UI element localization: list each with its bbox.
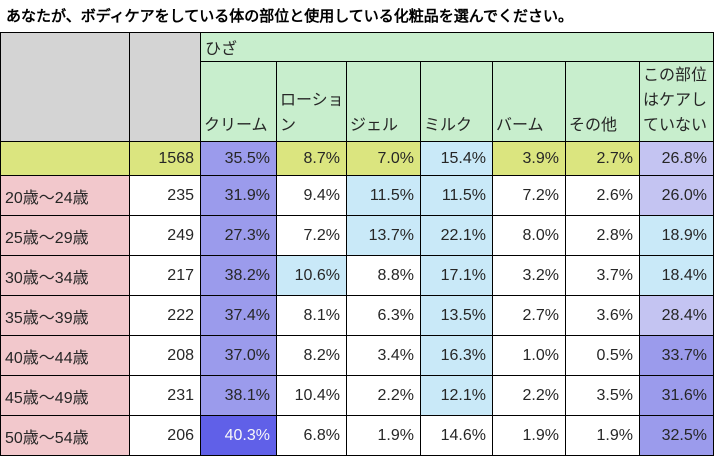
percent-cell: 3.9%: [492, 141, 566, 176]
respondent-count: 217: [129, 255, 201, 296]
percent-cell: 18.9%: [639, 215, 714, 256]
age-row-label: 25歳〜29歳: [0, 215, 130, 256]
respondent-count: 222: [129, 295, 201, 336]
age-row: 25歳〜29歳 249 27.3% 7.2% 13.7% 22.1% 8.0% 2.8% 18.…: [0, 215, 714, 256]
percent-cell: 6.8%: [276, 415, 347, 456]
crosstab-table: ひざ クリーム ローション ジェル ミルク バーム その他 この部位はケアしていない 156…: [0, 32, 714, 456]
percent-cell: 2.2%: [346, 375, 421, 416]
percent-cell: 38.2%: [200, 255, 277, 296]
percent-cell: 33.7%: [639, 335, 714, 376]
respondent-count: 235: [129, 175, 201, 216]
percent-cell: 18.4%: [639, 255, 714, 296]
age-row: 35歳〜39歳 222 37.4% 8.1% 6.3% 13.5% 2.7% 3.6% 28.4…: [0, 295, 714, 336]
percent-cell: 10.6%: [276, 255, 347, 296]
percent-cell: 37.0%: [200, 335, 277, 376]
percent-cell: 13.7%: [346, 215, 421, 256]
percent-cell: 22.1%: [420, 215, 493, 256]
percent-cell: 1.9%: [492, 415, 566, 456]
percent-cell: 1.0%: [492, 335, 566, 376]
product-header-1: クリーム: [200, 61, 277, 142]
percent-cell: 32.5%: [639, 415, 714, 456]
percent-cell: 2.7%: [565, 141, 640, 176]
percent-cell: 7.2%: [276, 215, 347, 256]
percent-cell: 3.6%: [565, 295, 640, 336]
percent-cell: 16.3%: [420, 335, 493, 376]
percent-cell: 31.6%: [639, 375, 714, 416]
part-header-row: ひざ: [0, 32, 714, 142]
percent-cell: 26.8%: [639, 141, 714, 176]
percent-cell: 37.4%: [200, 295, 277, 336]
corner-cell-label: [0, 32, 130, 142]
product-header-7: この部位はケアしていない: [639, 61, 714, 142]
percent-cell: 0.5%: [565, 335, 640, 376]
product-header-4: ミルク: [420, 61, 493, 142]
percent-cell: 1.9%: [565, 415, 640, 456]
percent-cell: 26.0%: [639, 175, 714, 216]
product-header-5: バーム: [492, 61, 566, 142]
percent-cell: 2.2%: [492, 375, 566, 416]
percent-cell: 3.7%: [565, 255, 640, 296]
age-row: 20歳〜24歳 235 31.9% 9.4% 11.5% 11.5% 7.2% 2.6% 26.…: [0, 175, 714, 216]
age-row-label: 20歳〜24歳: [0, 175, 130, 216]
respondent-count: 208: [129, 335, 201, 376]
total-row: 1568 35.5% 8.7% 7.0% 15.4% 3.9% 2.7% 26.8%: [0, 141, 714, 176]
product-header-row: クリーム ローション ジェル ミルク バーム その他 この部位はケアしていない: [1, 61, 714, 142]
body-part-header: ひざ: [200, 32, 714, 62]
percent-cell: 13.5%: [420, 295, 493, 336]
age-row-label: 40歳〜44歳: [0, 335, 130, 376]
age-row-label: 35歳〜39歳: [0, 295, 130, 336]
product-header-2: ローション: [276, 61, 347, 142]
respondent-count: 231: [129, 375, 201, 416]
percent-cell: 8.8%: [346, 255, 421, 296]
total-row-label: [0, 141, 130, 176]
percent-cell: 3.4%: [346, 335, 421, 376]
percent-cell: 28.4%: [639, 295, 714, 336]
age-row-label: 45歳〜49歳: [0, 375, 130, 416]
percent-cell: 2.8%: [565, 215, 640, 256]
percent-cell: 9.4%: [276, 175, 347, 216]
percent-cell: 8.2%: [276, 335, 347, 376]
percent-cell: 10.4%: [276, 375, 347, 416]
age-row: 40歳〜44歳 208 37.0% 8.2% 3.4% 16.3% 1.0% 0.5% 33.7…: [0, 335, 714, 376]
respondent-count: 206: [129, 415, 201, 456]
age-row: 45歳〜49歳 231 38.1% 10.4% 2.2% 12.1% 2.2% 3.5% 31.…: [0, 375, 714, 416]
age-row-label: 50歳〜54歳: [0, 415, 130, 456]
respondent-count: 1568: [129, 141, 201, 176]
percent-cell: 11.5%: [420, 175, 493, 216]
age-row: 30歳〜34歳 217 38.2% 10.6% 8.8% 17.1% 3.2% 3.7% 18.…: [0, 255, 714, 296]
percent-cell: 7.0%: [346, 141, 421, 176]
percent-cell: 11.5%: [346, 175, 421, 216]
percent-cell: 8.7%: [276, 141, 347, 176]
percent-cell: 40.3%: [200, 415, 277, 456]
percent-cell: 31.9%: [200, 175, 277, 216]
percent-cell: 7.2%: [492, 175, 566, 216]
percent-cell: 6.3%: [346, 295, 421, 336]
percent-cell: 3.5%: [565, 375, 640, 416]
percent-cell: 27.3%: [200, 215, 277, 256]
page-title: あなたが、ボディケアをしている体の部位と使用している化粧品を選んでください。: [6, 8, 574, 25]
percent-cell: 17.1%: [420, 255, 493, 296]
percent-cell: 2.7%: [492, 295, 566, 336]
age-row: 50歳〜54歳 206 40.3% 6.8% 1.9% 14.6% 1.9% 1.9% 32.5…: [0, 415, 714, 456]
age-row-label: 30歳〜34歳: [0, 255, 130, 296]
percent-cell: 8.1%: [276, 295, 347, 336]
percent-cell: 12.1%: [420, 375, 493, 416]
corner-cell-count: [129, 32, 201, 142]
percent-cell: 3.2%: [492, 255, 566, 296]
product-header-6: その他: [565, 61, 640, 142]
percent-cell: 38.1%: [200, 375, 277, 416]
percent-cell: 2.6%: [565, 175, 640, 216]
respondent-count: 249: [129, 215, 201, 256]
percent-cell: 15.4%: [420, 141, 493, 176]
percent-cell: 14.6%: [420, 415, 493, 456]
percent-cell: 1.9%: [346, 415, 421, 456]
percent-cell: 35.5%: [200, 141, 277, 176]
product-header-3: ジェル: [346, 61, 421, 142]
percent-cell: 8.0%: [492, 215, 566, 256]
